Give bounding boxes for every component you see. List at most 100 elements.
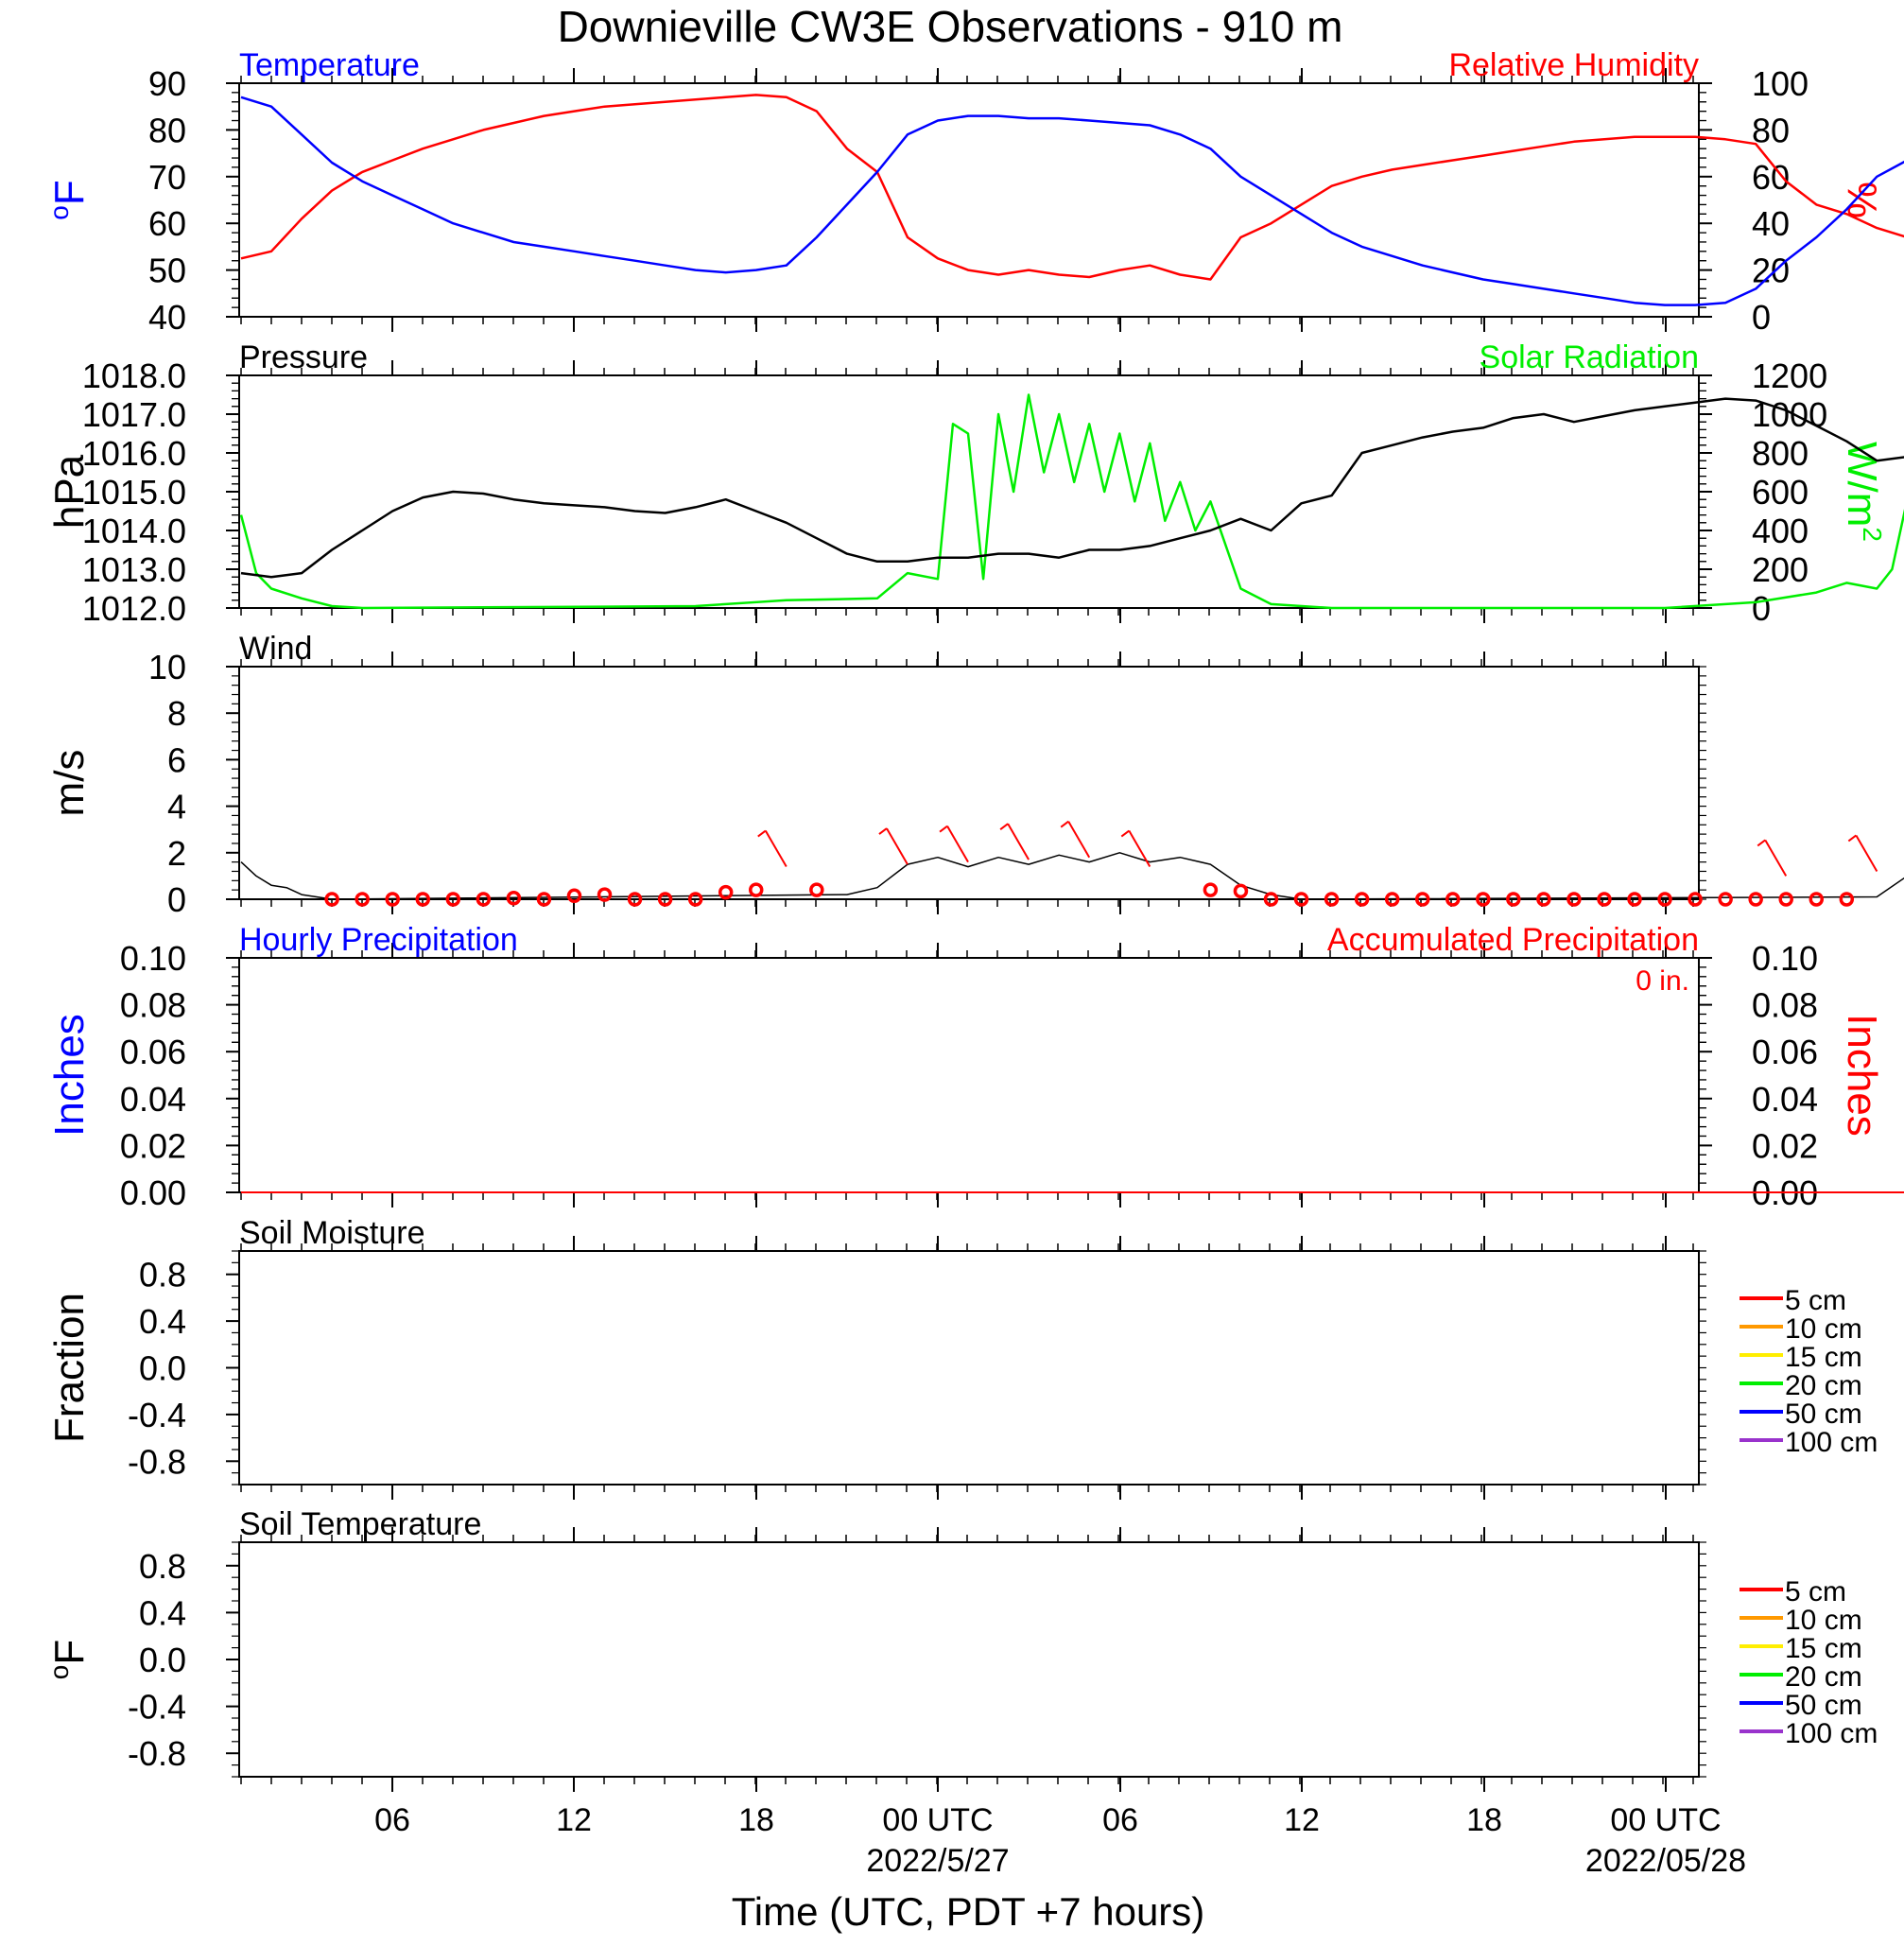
- panel-frame: [238, 957, 1700, 1193]
- calm-wind-marker: [566, 888, 582, 904]
- y-tick-label-left: 70: [148, 158, 186, 197]
- y-tick-label-left: 1016.0: [82, 434, 186, 473]
- x-axis-label: Time (UTC, PDT +7 hours): [732, 1889, 1205, 1934]
- panel-frame: [238, 82, 1700, 318]
- calm-wind-marker: [1566, 892, 1582, 907]
- hourly-precip-title: Hourly Precipitation: [239, 922, 518, 958]
- accum-precip-ylabel: Inches: [1839, 1014, 1885, 1137]
- y-tick-label-left: 1012.0: [82, 589, 186, 628]
- y-tick-label-left: 50: [148, 252, 186, 290]
- calm-wind-marker: [597, 887, 613, 902]
- x-tick-label: 06: [374, 1802, 410, 1838]
- calm-wind-marker: [1748, 892, 1763, 907]
- wind-ylabel: m/s: [46, 750, 93, 817]
- pressure-series-line: [240, 397, 1904, 579]
- degree-sign: o: [44, 205, 74, 220]
- x-tick-label: 00 UTC: [882, 1802, 993, 1838]
- x-date-label: 2022/5/27: [866, 1843, 1009, 1879]
- wind-barb: [1855, 834, 1878, 872]
- wind-barb-flag: [939, 825, 948, 833]
- calm-wind-marker: [809, 882, 824, 897]
- calm-wind-marker: [415, 892, 431, 907]
- wind-barb: [1067, 821, 1091, 859]
- calm-wind-marker: [1445, 892, 1461, 907]
- y-tick-label-left: 90: [148, 64, 186, 103]
- x-tick-label: 00 UTC: [1610, 1802, 1721, 1838]
- y-tick-label-left: 8: [167, 694, 186, 733]
- panel-frame: [238, 666, 1700, 900]
- pressure-ylabel: hPa: [46, 454, 93, 529]
- y-tick-label-left: 60: [148, 204, 186, 243]
- accum-precip-annotation: 0 in.: [1636, 965, 1689, 997]
- panel-wind: 10 8 6 4 2 0 Wind m/s: [46, 631, 1904, 919]
- temperature-series-line: [240, 96, 1904, 306]
- temperature-ylabel: oF: [44, 180, 93, 219]
- y-tick-label-right: 200: [1752, 550, 1809, 589]
- wind-title: Wind: [239, 631, 312, 667]
- y-tick-label-left: 6: [167, 740, 186, 779]
- wind-speed-line: [240, 852, 1904, 900]
- legend-label: 15 cm: [1785, 1633, 1862, 1664]
- x-date-label: 2022/05/28: [1585, 1843, 1746, 1879]
- solar-series-line: [239, 393, 1904, 610]
- wind-barb: [946, 825, 969, 863]
- calm-wind-marker: [506, 891, 522, 906]
- wind-barb-flag: [1847, 834, 1857, 843]
- y-tick-label-left: 0.0: [139, 1641, 186, 1679]
- y-tick-label-left: 0.04: [120, 1080, 186, 1119]
- y-tick-label-right: 1000: [1752, 395, 1827, 434]
- pressure-title: Pressure: [239, 339, 368, 375]
- calm-wind-marker: [1233, 883, 1249, 899]
- y-tick-label-left: 10: [148, 648, 186, 686]
- rh-series-line: [240, 94, 1904, 281]
- y-tick-label-left: -0.8: [128, 1442, 186, 1481]
- calm-wind-marker: [1627, 892, 1642, 907]
- panel-soil-moisture: 0.8 0.4 0.0 -0.4 -0.8 Soil Moisture Fraction 5 …: [46, 1215, 1878, 1500]
- calm-wind-marker: [324, 892, 339, 907]
- hourly-precip-ylabel: Inches: [46, 1014, 93, 1137]
- y-tick-label-right: 0.04: [1752, 1080, 1818, 1119]
- unit-letter: F: [46, 180, 93, 205]
- wind-barb-flag: [757, 829, 767, 838]
- legend-label: 100 cm: [1785, 1427, 1878, 1458]
- y-tick-label-left: 4: [167, 788, 186, 826]
- calm-wind-marker: [1293, 892, 1309, 907]
- y-tick-label-left: 0.10: [120, 939, 186, 978]
- x-tick-label: 18: [1466, 1802, 1502, 1838]
- wind-barb-flag: [1120, 829, 1130, 838]
- calm-wind-marker: [476, 892, 492, 907]
- y-tick-label-left: 1015.0: [82, 473, 186, 512]
- y-tick-label-left: 0.02: [120, 1126, 186, 1165]
- y-tick-label-right: 400: [1752, 512, 1809, 550]
- x-tick-label: 06: [1102, 1802, 1138, 1838]
- wind-barb: [1764, 839, 1788, 877]
- calm-wind-marker: [1597, 892, 1612, 907]
- calm-wind-marker: [1324, 892, 1340, 907]
- calm-wind-marker: [1203, 882, 1219, 897]
- y-tick-label-right: 1200: [1752, 356, 1827, 395]
- y-tick-label-right: 0.08: [1752, 986, 1818, 1025]
- calm-wind-marker: [627, 892, 643, 907]
- unit-letter: F: [46, 1640, 93, 1665]
- accum-precip-title: Accumulated Precipitation: [1327, 922, 1699, 958]
- calm-wind-marker: [1688, 892, 1703, 907]
- y-tick-label-left: -0.4: [128, 1688, 186, 1727]
- rh-ylabel: %: [1839, 182, 1885, 218]
- x-axis-ticks: 06 12 18 00 UTC 06 12 18 00 UTC 2022/5/27 2022/05…: [374, 1802, 1746, 1879]
- legend-label: 50 cm: [1785, 1399, 1862, 1430]
- y-tick-label-left: 1013.0: [82, 550, 186, 589]
- soil-moisture-title: Soil Moisture: [239, 1215, 425, 1251]
- y-tick-label-left: 0.08: [120, 986, 186, 1025]
- y-tick-label-left: 0: [167, 880, 186, 919]
- wind-barb-flag: [1757, 839, 1766, 847]
- y-tick-label-left: 0.4: [139, 1593, 186, 1632]
- calm-wind-marker: [1354, 892, 1370, 907]
- calm-wind-marker: [1778, 892, 1793, 907]
- y-tick-label-left: 1018.0: [82, 356, 186, 395]
- y-tick-label-left: 0.8: [139, 1256, 186, 1294]
- calm-wind-marker: [748, 882, 764, 897]
